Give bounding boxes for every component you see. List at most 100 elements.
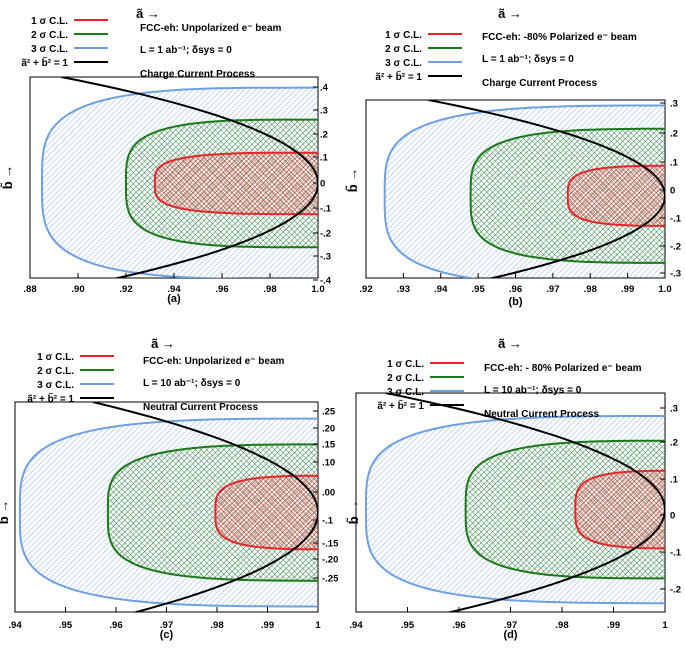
legend-entry: 1 σ C.L. [387,359,424,370]
beam-text: FCC-eh: -80% Polarized e⁻ beam [482,32,637,43]
y-tick-label: .1 [320,153,329,164]
x-tick-label: .92 [119,284,132,295]
lumi-text: L = 1 ab⁻¹; δsys = 0 [140,45,232,56]
x-tick-label: .99 [261,620,274,631]
beam-text: FCC-eh: Unpolarized e⁻ beam [140,23,282,34]
x-axis-label: ã → [498,6,522,21]
y-tick-label: -.1 [320,204,332,215]
y-tick-label: .25 [322,407,336,418]
unit-circle-curve [385,393,665,612]
y-tick-label: -.3 [670,269,681,280]
y-tick-label: .1 [670,475,679,486]
y-tick-label: .1 [670,158,679,169]
x-tick-label: .98 [584,284,597,295]
contour-1sigma [566,164,665,227]
legend-entry: ã² + b̃² = 1 [21,56,68,69]
panel-a: .88 .90 .92 .94 .96 .98 1.0 .4 .3 .2 .1 0 -.1 -.2 -.3 -… [0,6,332,305]
x-tick-label: .96 [109,620,122,631]
y-axis-label: b̃ → [345,168,360,193]
legend-entry: 3 σ C.L. [387,387,424,398]
y-tick-label: 0 [320,179,325,190]
y-tick-label: .2 [320,130,328,141]
legend-entry: 2 σ C.L. [37,366,74,377]
unit-circle-curve [428,100,665,278]
panel-label: (a) [167,293,181,305]
x-tick-label: .92 [359,284,372,295]
process-text: Neutral Current Process [143,402,258,413]
panel-label: (b) [508,296,522,308]
process-text: Charge Current Process [140,69,255,80]
x-tick-label: .94 [349,620,363,631]
y-tick-label: -.3 [320,252,331,263]
legend-entry: ã² + b̃² = 1 [27,392,74,405]
x-tick-label: .90 [71,284,84,295]
y-tick-label: .4 [320,83,329,94]
legend-entry: 1 σ C.L. [385,30,422,41]
x-axis-label: ã → [136,6,160,21]
panel-c: .94 .95 .96 .97 .98 .99 1 .25 .20 .15 .10 .00 -.1 -.1… [0,336,339,641]
y-tick-label: .2 [670,129,678,140]
y-tick-label: -.2 [670,242,681,253]
y-tick-label: .2 [670,438,678,449]
x-tick-label: .95 [59,620,73,631]
x-axis-label: ã → [498,336,522,351]
legend-entry: 2 σ C.L. [385,44,422,55]
x-tick-label: 1.0 [311,284,324,295]
x-tick-label: .96 [509,284,522,295]
x-tick-label: .98 [263,284,276,295]
y-tick-label: .3 [670,404,678,415]
x-tick-label: .98 [210,620,223,631]
panel-label: (c) [160,629,174,641]
y-tick-label: -.1 [322,516,334,527]
y-axis-label: b̃ → [0,500,11,525]
unit-circle-curve [92,402,318,612]
x-tick-label: 1 [315,620,321,631]
x-tick-label: .95 [472,284,486,295]
x-tick-label: .88 [23,284,36,295]
contour-1sigma [574,469,665,550]
y-tick-label: -.20 [322,555,338,566]
y-tick-label: -.2 [670,585,681,596]
y-tick-label: -.2 [320,229,331,240]
panel-label: (d) [503,629,517,641]
x-tick-label: .96 [452,620,465,631]
legend-entry: 1 σ C.L. [31,16,68,27]
lumi-text: L = 1 ab⁻¹; δsys = 0 [482,54,574,65]
x-tick-label: .94 [8,620,22,631]
y-tick-label: 0 [670,511,675,522]
panel-b: .92 .93 .94 .95 .96 .97 .98 .99 1.0 .3 .2 .1 0 -.1 -.2… [345,6,682,308]
legend-entry: 2 σ C.L. [31,30,68,41]
panel-d: .94 .95 .96 .97 .98 .99 1 .3 .2 .1 0 -.1 -.2 ã → b̃ → (… [346,336,682,641]
legend-entry: ã² + b̃² = 1 [375,70,422,83]
process-text: Charge Current Process [482,78,597,89]
y-tick-label: -.1 [670,214,682,225]
x-tick-label: .99 [607,620,620,631]
x-tick-label: .98 [555,620,568,631]
legend-entry: 3 σ C.L. [31,44,68,55]
y-tick-label: .20 [322,424,335,435]
x-tick-label: 1 [662,620,668,631]
x-tick-label: .97 [160,620,173,631]
x-tick-label: .95 [401,620,415,631]
x-tick-label: .93 [397,284,410,295]
unit-circle-curve [61,77,318,278]
legend-entry: 3 σ C.L. [37,380,74,391]
legend-entry: 3 σ C.L. [385,58,422,69]
y-tick-label: -.15 [322,539,339,550]
y-tick-label: .3 [320,106,328,117]
legend-entry: 2 σ C.L. [387,373,424,384]
contour-1sigma [153,151,318,216]
legend-entry: 1 σ C.L. [37,352,74,363]
y-tick-label: .00 [322,488,335,499]
lumi-text: L = 10 ab⁻¹; δsys = 0 [143,378,241,389]
x-tick-label: 1.0 [658,284,671,295]
y-axis-label: b̃ → [0,165,15,190]
x-tick-label: .96 [215,284,228,295]
contour-1sigma [214,474,318,551]
legend-entry: ã² + b̃² = 1 [377,399,424,412]
x-tick-label: .99 [621,284,634,295]
beam-text: FCC-eh: - 80% Polarized e⁻ beam [484,363,642,374]
y-tick-label: .10 [322,458,335,469]
y-tick-label: -.4 [320,276,332,287]
